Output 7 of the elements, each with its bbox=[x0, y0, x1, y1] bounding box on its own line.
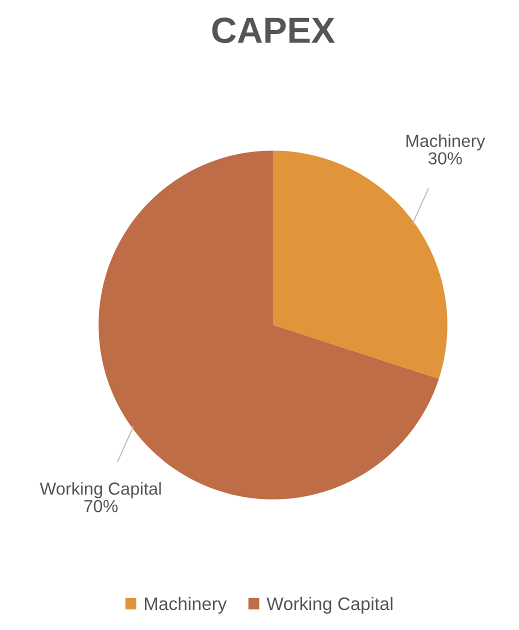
slice-label: Working Capital bbox=[40, 482, 161, 498]
data-label: 70% bbox=[84, 500, 118, 512]
legend-label: Machinery bbox=[144, 596, 227, 614]
legend-label: Working Capital bbox=[266, 596, 392, 614]
data-label: 30% bbox=[428, 152, 462, 164]
chart-title: CAPEX bbox=[212, 18, 335, 44]
slice-label: Machinery bbox=[406, 134, 486, 150]
